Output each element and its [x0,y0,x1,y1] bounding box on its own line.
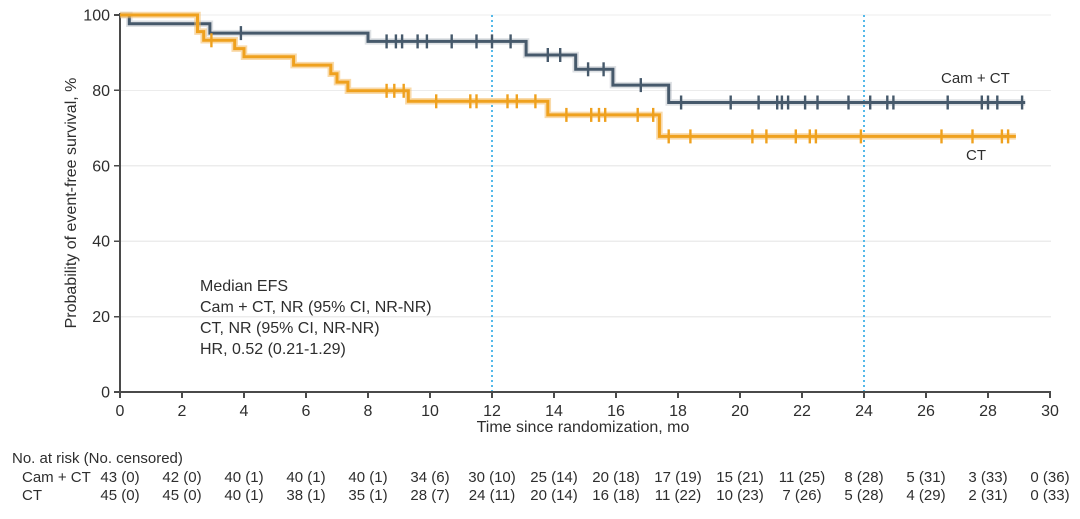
risk-cell: 3 (33) [968,469,1008,486]
censor-ticks-ct [210,33,1010,144]
risk-cell: 11 (25) [778,469,826,486]
x-tick-label: 6 [302,403,311,420]
x-tick-label: 26 [917,403,935,420]
median-efs-annotation: Median EFS Cam + CT, NR (95% CI, NR-NR) … [200,276,432,360]
risk-cell: 34 (6) [410,469,450,486]
risk-cell: 24 (11) [468,487,516,504]
annotation-line-camct: Cam + CT, NR (95% CI, NR-NR) [200,299,432,316]
risk-cell: 20 (14) [530,487,578,504]
y-tick-label: 60 [92,158,110,175]
y-tick-label: 80 [92,83,110,100]
x-tick-label: 20 [731,403,749,420]
y-tick-label: 20 [92,309,110,326]
x-tick-label: 30 [1041,403,1059,420]
x-tick-label: 2 [178,403,187,420]
risk-cell: 40 (1) [348,469,388,486]
risk-cell: 7 (26) [782,487,822,504]
x-tick-label: 24 [855,403,873,420]
x-tick-label: 18 [669,403,687,420]
x-tick-label: 8 [364,403,373,420]
x-tick-label: 12 [483,403,501,420]
risk-cell: 25 (14) [530,469,578,486]
risk-cell: 0 (36) [1030,469,1070,486]
x-tick-label: 22 [793,403,811,420]
risk-cell: 17 (19) [654,469,702,486]
x-tick-label: 10 [421,403,439,420]
risk-cell: 30 (10) [468,469,516,486]
series-label-ct: CT [966,147,986,164]
x-tick-label: 4 [240,403,249,420]
risk-row-label-ct: CT [22,487,42,504]
risk-cell: 43 (0) [100,469,140,486]
annotation-line-hr: HR, 0.52 (0.21-1.29) [200,341,346,358]
y-tick-label: 40 [92,234,110,251]
annotation-line-ct: CT, NR (95% CI, NR-NR) [200,320,380,337]
risk-row-label-cam-ct: Cam + CT [22,469,91,486]
x-tick-label: 28 [979,403,997,420]
risk-cell: 40 (1) [286,469,326,486]
risk-cell: 10 (23) [716,487,764,504]
censor-ticks-cam-ct [239,26,1024,110]
risk-cell: 40 (1) [224,487,264,504]
x-tick-label: 16 [607,403,625,420]
risk-cell: 0 (33) [1030,487,1070,504]
y-tick-label: 0 [101,385,110,402]
risk-cell: 38 (1) [286,487,326,504]
x-tick-label: 0 [116,403,125,420]
risk-cell: 40 (1) [224,469,264,486]
y-axis-title: Probability of event-free survival, % [63,77,80,329]
risk-cell: 28 (7) [410,487,450,504]
risk-cell: 45 (0) [100,487,140,504]
x-tick-label: 14 [545,403,563,420]
annotation-line-median: Median EFS [200,278,289,295]
x-axis-title: Time since randomization, mo [476,419,690,436]
km-curve-ct [120,13,1016,138]
risk-cell: 4 (29) [906,487,946,504]
series-label-cam-ct: Cam + CT [941,70,1010,87]
y-tick-label: 100 [83,8,110,25]
risk-cell: 11 (22) [654,487,702,504]
risk-cell: 5 (28) [844,487,884,504]
risk-cell: 2 (31) [968,487,1008,504]
risk-cell: 45 (0) [162,487,202,504]
risk-table-header: No. at risk (No. censored) [12,450,183,467]
risk-cell: 5 (31) [906,469,946,486]
risk-cell: 42 (0) [162,469,202,486]
risk-cell: 15 (21) [716,469,764,486]
risk-cell: 16 (18) [592,487,640,504]
risk-cell: 35 (1) [348,487,388,504]
risk-cell: 20 (18) [592,469,640,486]
risk-cell: 8 (28) [844,469,884,486]
